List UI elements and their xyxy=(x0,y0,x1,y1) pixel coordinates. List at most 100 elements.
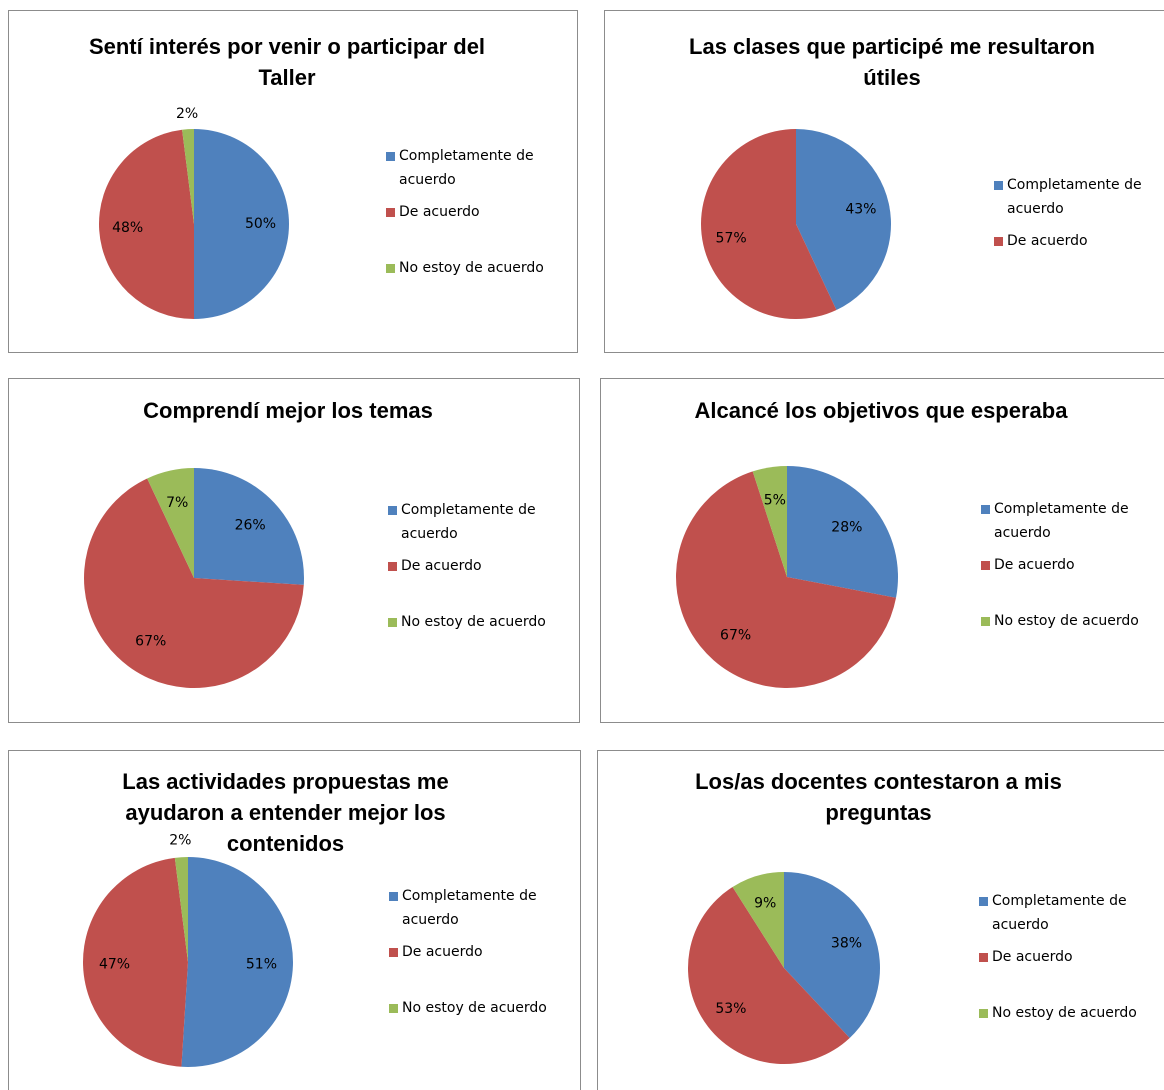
legend-swatch xyxy=(389,948,398,957)
legend-label: No estoy de acuerdo xyxy=(402,1000,547,1016)
pie-slice xyxy=(82,857,188,1067)
legend-label: Completamente de acuerdo xyxy=(402,888,537,928)
legend-swatch xyxy=(981,561,990,570)
data-label: 38% xyxy=(831,935,862,951)
pie: 38% 53% 9% xyxy=(688,872,880,1064)
data-label: 5% xyxy=(764,492,786,508)
pie-slice xyxy=(147,468,194,578)
legend-label: De acuerdo xyxy=(1007,233,1088,249)
data-label: 50% xyxy=(245,216,276,232)
legend-swatch xyxy=(994,237,1003,246)
legend-label: De acuerdo xyxy=(399,204,480,220)
legend-item: No estoy de acuerdo xyxy=(979,1001,1144,1057)
legend-item: No estoy de acuerdo xyxy=(386,256,551,312)
legend-item: De acuerdo xyxy=(389,940,554,996)
chart-title: Comprendí mejor los temas xyxy=(143,398,433,423)
data-label: 26% xyxy=(235,517,266,533)
pie-slice xyxy=(83,478,304,688)
legend-swatch xyxy=(389,1004,398,1013)
chart-panel: Las actividades propuestas me ayudaron a… xyxy=(8,750,581,1090)
pie: 28% 67% 5% xyxy=(676,466,898,688)
legend: Completamente de acuerdo De acuerdo xyxy=(994,173,1159,285)
pie-slice xyxy=(98,129,194,319)
legend-item: De acuerdo xyxy=(386,200,551,256)
legend-swatch xyxy=(386,152,395,161)
legend-item: De acuerdo xyxy=(981,553,1146,609)
chart-title: Alcancé los objetivos que esperaba xyxy=(694,398,1068,423)
pie-slice xyxy=(732,872,784,968)
chart-panel: Comprendí mejor los temas 26% 67% 7% Complet… xyxy=(8,378,580,723)
legend-label: Completamente de acuerdo xyxy=(399,148,534,188)
pie-slice xyxy=(194,468,304,585)
legend-item: Completamente de acuerdo xyxy=(994,173,1159,229)
legend-item: No estoy de acuerdo xyxy=(981,609,1146,665)
pie: 50% 48% 2% xyxy=(98,106,289,319)
chart-title: Los/as docentes contestaron a mis pregun… xyxy=(695,769,1062,825)
data-label: 28% xyxy=(831,519,862,535)
pie: 26% 67% 7% xyxy=(83,468,304,688)
data-label: 43% xyxy=(845,201,876,217)
pie-slice xyxy=(796,129,891,310)
data-label: 67% xyxy=(720,627,751,643)
chart-panel: Alcancé los objetivos que esperaba 28% 67%… xyxy=(600,378,1164,723)
legend-swatch xyxy=(388,562,397,571)
data-label: 48% xyxy=(112,220,143,236)
data-label: 47% xyxy=(99,956,130,972)
chart-title: Las actividades propuestas me ayudaron a… xyxy=(122,769,449,856)
chart-title: Sentí interés por venir o participar del… xyxy=(88,34,486,90)
chart-title: Las clases que participé me resultaron ú… xyxy=(689,34,1095,90)
pie-slice xyxy=(784,872,880,1038)
data-label: 2% xyxy=(176,106,198,122)
pie-slice xyxy=(676,471,897,688)
legend-label: De acuerdo xyxy=(992,949,1073,965)
legend-item: Completamente de acuerdo xyxy=(388,498,553,554)
legend-swatch xyxy=(979,897,988,906)
data-label: 57% xyxy=(716,231,747,247)
pie-slice xyxy=(174,857,188,962)
legend-item: De acuerdo xyxy=(388,554,553,610)
legend: Completamente de acuerdo De acuerdo No est… xyxy=(388,498,553,666)
chart-panel: Sentí interés por venir o participar del… xyxy=(8,10,578,353)
data-label: 2% xyxy=(169,832,191,848)
pie-slice xyxy=(194,129,289,319)
legend-swatch xyxy=(386,208,395,217)
legend-swatch xyxy=(388,618,397,627)
legend-label: No estoy de acuerdo xyxy=(992,1005,1137,1021)
legend-label: No estoy de acuerdo xyxy=(401,614,546,630)
legend-swatch xyxy=(981,505,990,514)
pie-slice xyxy=(182,129,194,224)
legend-label: De acuerdo xyxy=(402,944,483,960)
legend-item: Completamente de acuerdo xyxy=(981,497,1146,553)
legend-swatch xyxy=(981,617,990,626)
legend-item: Completamente de acuerdo xyxy=(386,144,551,200)
data-label: 9% xyxy=(754,895,776,911)
legend-item: De acuerdo xyxy=(994,229,1159,285)
pie-slice xyxy=(752,466,787,577)
legend-swatch xyxy=(389,892,398,901)
data-label: 67% xyxy=(135,634,166,650)
legend-label: Completamente de acuerdo xyxy=(401,502,536,542)
pie: 43% 57% xyxy=(701,129,891,319)
legend-label: No estoy de acuerdo xyxy=(994,613,1139,629)
legend-label: De acuerdo xyxy=(994,557,1075,573)
legend-swatch xyxy=(386,264,395,273)
legend-item: Completamente de acuerdo xyxy=(389,884,554,940)
legend: Completamente de acuerdo De acuerdo No est… xyxy=(386,144,551,312)
pie: 51% 47% 2% xyxy=(82,832,293,1067)
legend-item: No estoy de acuerdo xyxy=(388,610,553,666)
legend-item: No estoy de acuerdo xyxy=(389,996,554,1052)
legend-swatch xyxy=(388,506,397,515)
legend-label: No estoy de acuerdo xyxy=(399,260,544,276)
legend-item: De acuerdo xyxy=(979,945,1144,1001)
pie-slice xyxy=(701,129,837,319)
legend-swatch xyxy=(979,1009,988,1018)
legend-label: Completamente de acuerdo xyxy=(992,893,1127,933)
data-label: 51% xyxy=(246,956,277,972)
chart-panel: Los/as docentes contestaron a mis pregun… xyxy=(597,750,1164,1090)
chart-panel: Las clases que participé me resultaron ú… xyxy=(604,10,1164,353)
legend-swatch xyxy=(994,181,1003,190)
pie-slice xyxy=(181,857,293,1067)
legend: Completamente de acuerdo De acuerdo No est… xyxy=(389,884,554,1052)
legend-item: Completamente de acuerdo xyxy=(979,889,1144,945)
